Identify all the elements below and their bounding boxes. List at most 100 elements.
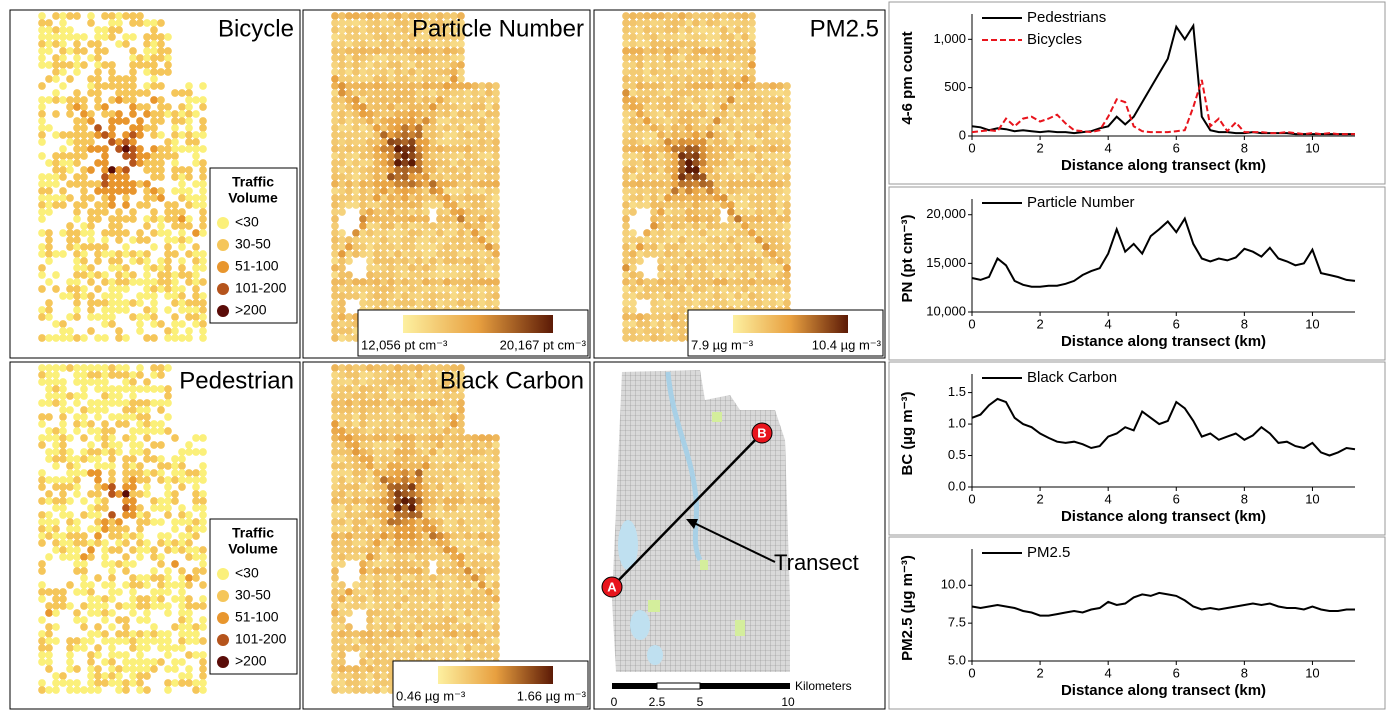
map-cell — [636, 103, 644, 111]
map-cell — [352, 180, 360, 188]
map-cell — [622, 131, 630, 139]
map-cell — [87, 469, 95, 477]
map-cell — [429, 187, 437, 195]
map-cell — [66, 392, 74, 400]
map-cell — [401, 511, 409, 519]
map-cell — [401, 399, 409, 407]
map-cell — [345, 47, 353, 55]
map-cell — [45, 40, 53, 48]
map-cell — [115, 40, 123, 48]
map-cell — [143, 413, 151, 421]
map-cell — [94, 427, 102, 435]
map-cell — [59, 434, 67, 442]
map-cell — [338, 686, 346, 694]
map-cell — [115, 82, 123, 90]
map-cell — [143, 420, 151, 428]
map-cell — [80, 686, 88, 694]
map-cell — [38, 313, 46, 321]
map-cell — [164, 504, 172, 512]
map-cell — [485, 180, 493, 188]
map-cell — [429, 82, 437, 90]
map-cell — [192, 532, 200, 540]
map-cell — [373, 264, 381, 272]
map-cell — [94, 75, 102, 83]
map-cell — [720, 271, 728, 279]
map-cell — [380, 511, 388, 519]
map-cell — [457, 553, 465, 561]
map-cell — [450, 497, 458, 505]
map-cell — [471, 110, 479, 118]
map-cell — [59, 595, 67, 603]
map-cell — [471, 497, 479, 505]
map-cell — [636, 96, 644, 104]
map-cell — [101, 427, 109, 435]
map-cell — [380, 82, 388, 90]
map-cell — [366, 138, 374, 146]
map-cell — [164, 138, 172, 146]
map-cell — [429, 138, 437, 146]
map-cell — [345, 385, 353, 393]
map-cell — [727, 215, 735, 223]
map-cell — [380, 546, 388, 554]
map-cell — [352, 448, 360, 456]
map-annotation: Transect — [774, 550, 859, 575]
map-cell — [157, 117, 165, 125]
map-cell — [331, 327, 339, 335]
map-cell — [143, 672, 151, 680]
map-cell — [164, 285, 172, 293]
map-cell — [108, 166, 116, 174]
map-cell — [122, 504, 130, 512]
map-cell — [485, 152, 493, 160]
map-cell — [443, 250, 451, 258]
map-cell — [727, 47, 735, 55]
map-cell — [436, 378, 444, 386]
map-cell — [192, 483, 200, 491]
map-cell — [394, 532, 402, 540]
lake — [647, 645, 663, 665]
map-cell — [471, 117, 479, 125]
map-cell — [87, 525, 95, 533]
map-cell — [373, 560, 381, 568]
map-cell — [415, 201, 423, 209]
map-cell — [471, 553, 479, 561]
map-cell — [338, 651, 346, 659]
map-cell — [727, 194, 735, 202]
map-cell — [59, 320, 67, 328]
map-cell — [185, 306, 193, 314]
map-cell — [129, 54, 137, 62]
map-cell — [748, 173, 756, 181]
map-cell — [38, 616, 46, 624]
map-cell — [143, 68, 151, 76]
map-cell — [699, 201, 707, 209]
map-cell — [345, 236, 353, 244]
map-cell — [380, 145, 388, 153]
map-cell — [38, 630, 46, 638]
map-cell — [387, 201, 395, 209]
map-cell — [366, 40, 374, 48]
map-cell — [352, 441, 360, 449]
map-cell — [629, 299, 637, 307]
map-cell — [80, 532, 88, 540]
map-cell — [192, 285, 200, 293]
map-cell — [122, 75, 130, 83]
map-cell — [331, 525, 339, 533]
map-cell — [748, 264, 756, 272]
map-cell — [636, 75, 644, 83]
map-cell — [115, 285, 123, 293]
map-cell — [485, 504, 493, 512]
map-cell — [150, 497, 158, 505]
map-cell — [59, 96, 67, 104]
map-cell — [436, 406, 444, 414]
y-tick-label: 10,000 — [926, 303, 966, 318]
map-cell — [52, 180, 60, 188]
map-cell — [59, 420, 67, 428]
map-cell — [366, 497, 374, 505]
map-cell — [387, 173, 395, 181]
map-cell — [52, 609, 60, 617]
map-cell — [45, 364, 53, 372]
map-cell — [478, 96, 486, 104]
map-cell — [685, 285, 693, 293]
map-cell — [387, 250, 395, 258]
map-cell — [485, 117, 493, 125]
map-cell — [366, 420, 374, 428]
